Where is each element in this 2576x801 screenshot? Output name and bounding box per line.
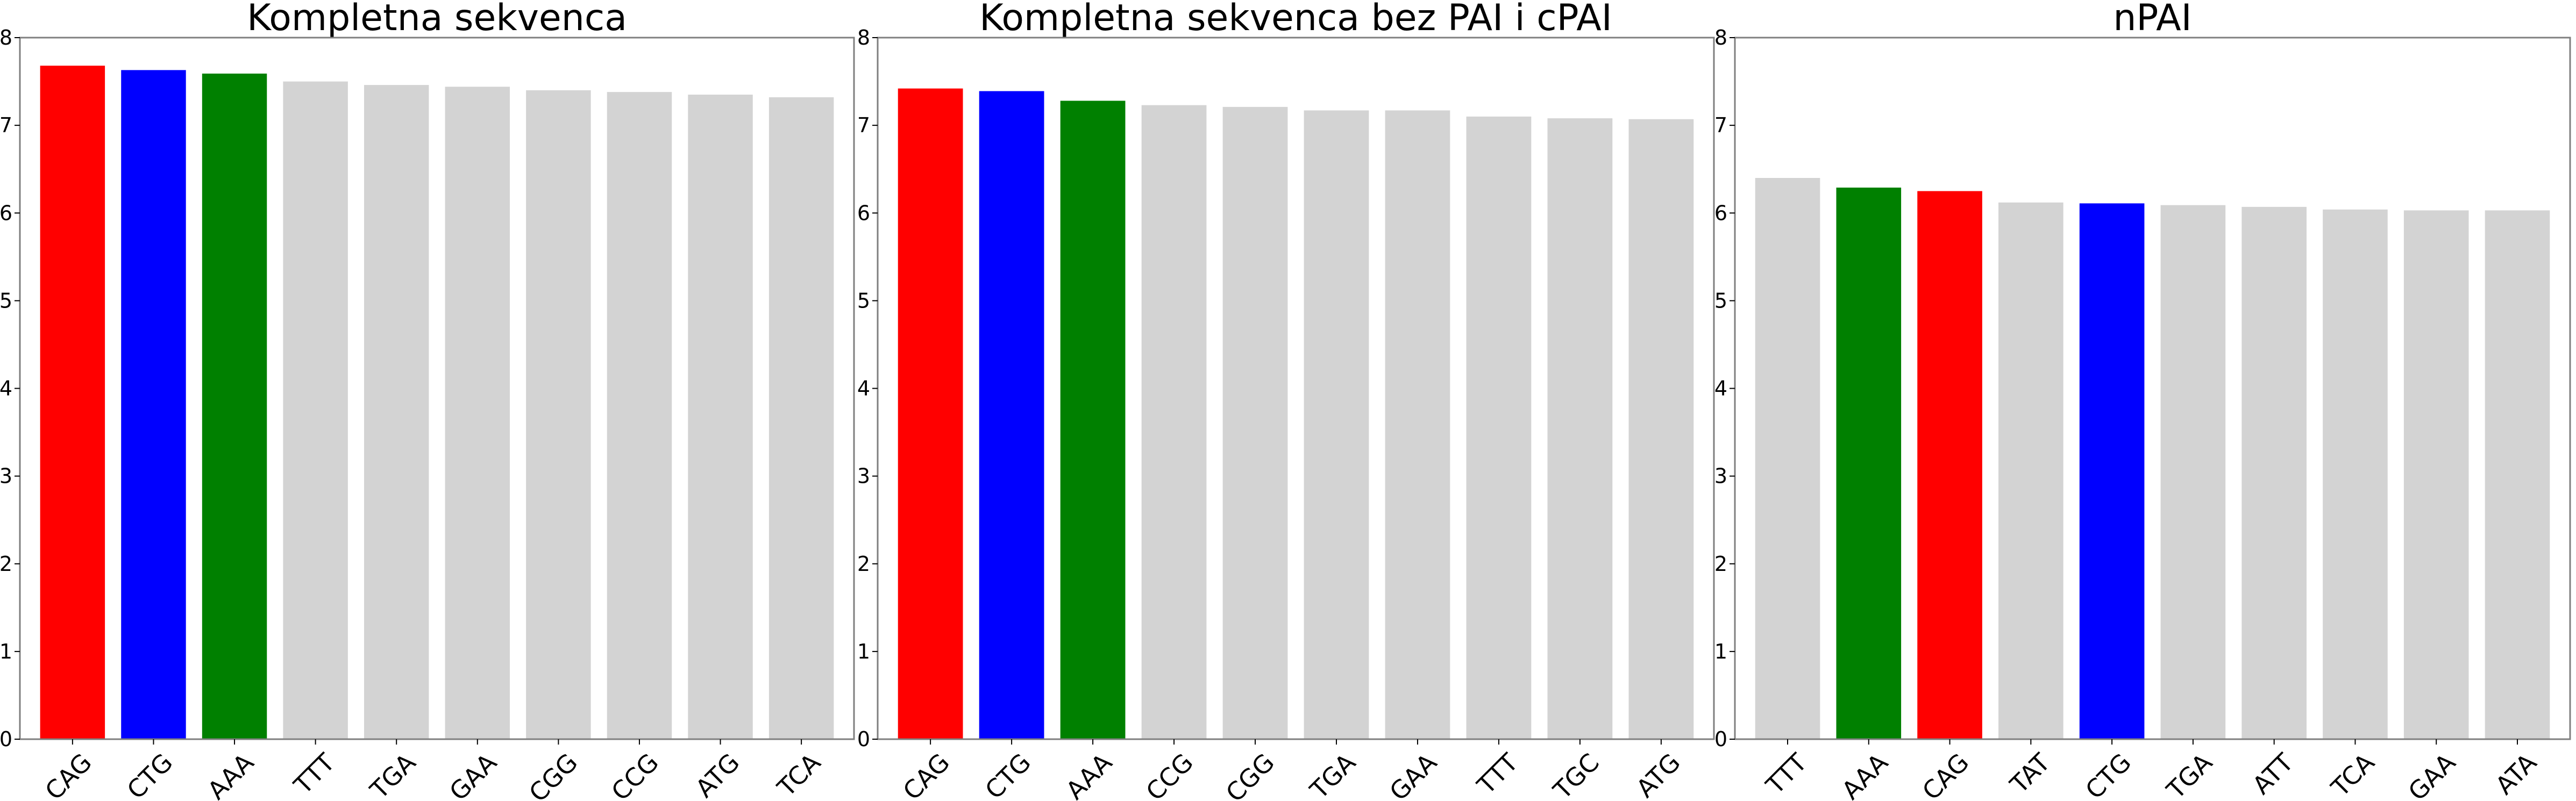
y-tick-label: 6: [0, 201, 12, 225]
x-tick-label-tca: TCA: [771, 748, 826, 801]
bar-gaa: [445, 87, 510, 740]
bar-tca: [2323, 209, 2388, 740]
x-tick-label-aaa: AAA: [1836, 748, 1894, 801]
bar-ttt: [1755, 178, 1820, 739]
bar-tgc: [1547, 118, 1613, 740]
bar-tat: [1998, 202, 2063, 739]
x-tick-label-cag: CAG: [897, 748, 955, 801]
bar-aaa: [202, 73, 267, 740]
x-tick-label-ctg: CTG: [122, 748, 179, 801]
x-tick-label-ttt: TTT: [1760, 747, 1813, 800]
x-tick-label-gaa: GAA: [444, 748, 502, 801]
x-tick-label-gaa: GAA: [2403, 748, 2461, 801]
y-tick-label: 1: [1714, 640, 1727, 663]
bar-ctg: [979, 91, 1044, 740]
bar-cag: [898, 88, 963, 739]
chart-title: Kompletna sekvenca bez PAI i cPAI: [979, 0, 1612, 39]
y-tick-label: 2: [857, 552, 870, 576]
bar-ctg: [121, 70, 186, 740]
bar-aaa: [1836, 187, 1902, 740]
bar-tga: [2160, 205, 2226, 740]
x-tick-label-aaa: AAA: [1060, 748, 1118, 801]
y-tick-label: 5: [1714, 289, 1727, 312]
y-tick-label: 5: [857, 289, 870, 312]
bar-tga: [1304, 110, 1369, 739]
y-tick-label: 3: [857, 464, 870, 488]
bar-atg: [688, 95, 753, 739]
x-tick-label-tca: TCA: [2325, 748, 2380, 801]
bar-ata: [2485, 210, 2550, 739]
bar-aaa: [1060, 101, 1126, 740]
chart-panel-bez-pai-i-cpai: Kompletna sekvenca bez PAI i cPAI 0 1 2 3 4 5 6…: [857, 0, 1715, 801]
bar-ccg: [1141, 105, 1207, 740]
x-tick-label-ccg: CCG: [606, 748, 664, 801]
y-tick-label: 1: [857, 640, 870, 663]
x-tick-label-gaa: GAA: [1384, 748, 1442, 801]
x-tick-label-cgg: CGG: [523, 748, 583, 801]
bar-att: [2241, 206, 2307, 739]
bar-cag: [40, 66, 105, 740]
bar-cag: [1917, 191, 1982, 739]
y-tick-label: 7: [1714, 113, 1727, 137]
y-tick-label: 6: [857, 201, 870, 225]
x-tick-label-tga: TGA: [2161, 748, 2218, 801]
chart-panel-kompletna-sekvenca: Kompletna sekvenca 0 1 2 3 4 5 6 7 8 CAG CTG AAA TTT T…: [0, 0, 855, 801]
x-tick-label-ttt: TTT: [288, 747, 340, 800]
x-tick-label-atg: ATG: [690, 748, 745, 801]
x-tick-label-cag: CAG: [39, 748, 97, 801]
y-tick-label: 0: [0, 727, 12, 751]
bar-gaa: [1385, 110, 1450, 739]
y-tick-label: 7: [0, 113, 12, 137]
x-tick-label-att: ATT: [2247, 747, 2300, 800]
y-tick-label: 0: [1714, 727, 1727, 751]
chart-title: nPAI: [2113, 0, 2191, 39]
x-tick-label-cgg: CGG: [1220, 748, 1280, 801]
bar-cgg: [526, 90, 591, 739]
bar-atg: [1628, 119, 1694, 739]
x-tick-label-cag: CAG: [1917, 748, 1975, 801]
x-tick-label-ata: ATA: [2490, 748, 2543, 800]
bar-ttt: [283, 81, 348, 739]
y-tick-label: 2: [1714, 552, 1727, 576]
bar-ttt: [1466, 116, 1532, 739]
bar-tga: [364, 85, 429, 739]
x-tick-label-ctg: CTG: [2080, 748, 2137, 801]
y-tick-label: 2: [0, 552, 12, 576]
y-tick-label: 6: [1714, 201, 1727, 225]
chart-title: Kompletna sekvenca: [247, 0, 627, 39]
y-tick-label: 4: [0, 377, 12, 400]
x-tick-label-atg: ATG: [1631, 748, 1686, 801]
chart-panel-npai: nPAI 0 1 2 3 4 5 6 7 8 TTT AAA CAG TAT CTG TGA ATT TCA GAA…: [1714, 0, 2571, 801]
y-tick-label: 8: [0, 26, 12, 49]
y-tick-label: 4: [1714, 377, 1727, 400]
y-tick-label: 8: [857, 26, 870, 49]
bar-tca: [768, 97, 834, 739]
y-tick-label: 5: [0, 289, 12, 312]
x-tick-label-aaa: AAA: [202, 748, 259, 801]
y-tick-label: 7: [857, 113, 870, 137]
bar-ctg: [2079, 203, 2145, 739]
x-tick-label-tgc: TGC: [1547, 748, 1605, 801]
x-tick-label-tga: TGA: [1304, 748, 1362, 801]
bar-gaa: [2403, 210, 2469, 739]
x-tick-label-ccg: CCG: [1140, 748, 1199, 801]
y-tick-label: 8: [1714, 26, 1727, 49]
y-tick-label: 0: [857, 727, 870, 751]
bar-cgg: [1222, 106, 1288, 739]
y-tick-label: 3: [0, 464, 12, 488]
y-tick-label: 3: [1714, 464, 1727, 488]
x-tick-label-ttt: TTT: [1471, 747, 1524, 800]
x-tick-label-tga: TGA: [364, 748, 422, 801]
x-tick-label-tat: TAT: [2004, 747, 2056, 799]
bar-ccg: [607, 92, 672, 740]
y-tick-label: 1: [0, 640, 12, 663]
x-tick-label-ctg: CTG: [979, 748, 1036, 801]
y-tick-label: 4: [857, 377, 870, 400]
